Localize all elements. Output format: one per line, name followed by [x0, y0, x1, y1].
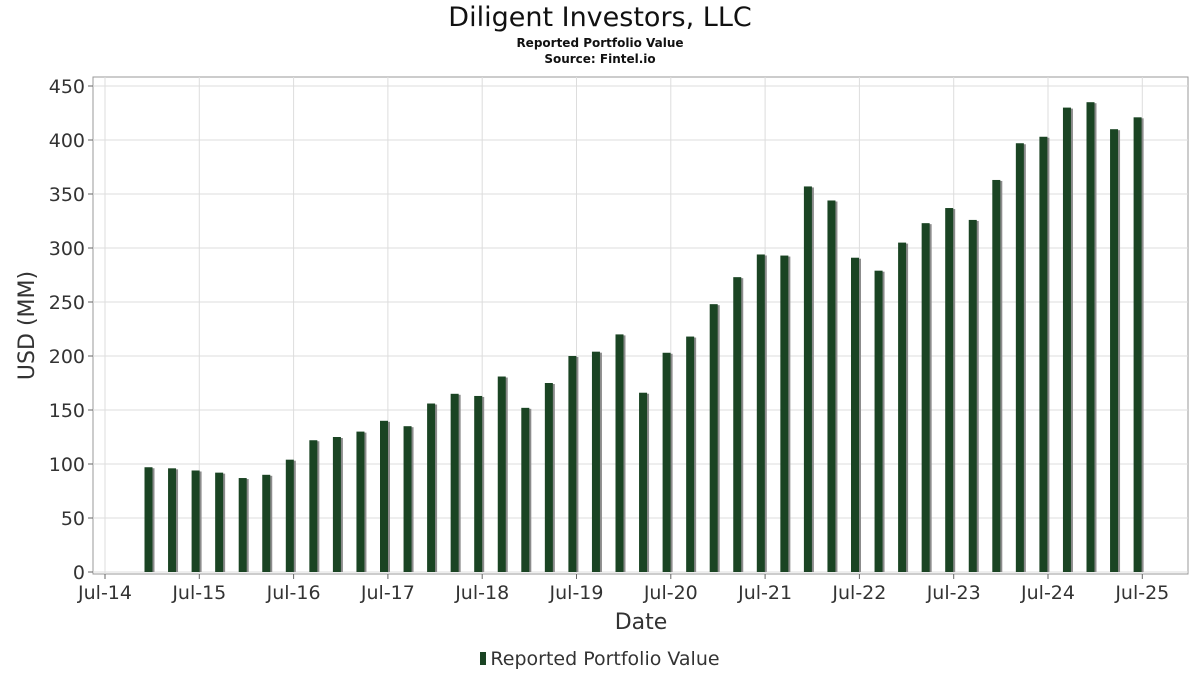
bar	[427, 403, 436, 572]
legend: Reported Portfolio Value	[0, 648, 1200, 670]
bar	[662, 352, 671, 572]
bar	[474, 395, 483, 572]
x-tick-label: Jul-18	[454, 582, 509, 604]
y-tick-label: 50	[61, 508, 85, 530]
chart-subtitle: Reported Portfolio Value	[516, 36, 684, 50]
bar	[780, 255, 789, 572]
bar	[568, 356, 577, 572]
x-tick-label: Jul-21	[737, 582, 792, 604]
y-tick-label: 350	[49, 184, 85, 206]
bar	[921, 223, 930, 572]
bar	[380, 420, 388, 572]
bar	[191, 470, 200, 572]
bar	[356, 431, 365, 572]
bar	[686, 336, 695, 572]
bar	[851, 257, 859, 572]
y-axis-label: USD (MM)	[15, 271, 40, 380]
bar	[450, 393, 459, 572]
x-tick-label: Jul-17	[360, 582, 415, 604]
bar	[615, 334, 624, 572]
x-tick-label: Jul-24	[1020, 582, 1075, 604]
bar	[403, 426, 412, 572]
x-tick-label: Jul-14	[77, 582, 132, 604]
bar	[1133, 117, 1142, 572]
legend-label: Reported Portfolio Value	[490, 648, 720, 670]
bar	[945, 208, 954, 573]
chart-source: Source: Fintel.io	[544, 52, 656, 66]
bar	[215, 472, 224, 572]
x-tick-label: Jul-15	[171, 582, 226, 604]
bar	[262, 474, 271, 572]
y-tick-label: 400	[49, 130, 85, 152]
bar	[521, 407, 530, 572]
y-tick-label: 300	[49, 238, 85, 260]
y-tick-label: 0	[73, 562, 85, 584]
bar	[874, 270, 883, 572]
y-tick-label: 150	[49, 400, 85, 422]
bar	[238, 478, 247, 572]
bar	[1015, 143, 1024, 573]
bar	[827, 200, 836, 573]
x-tick-label: Jul-25	[1114, 582, 1169, 604]
bar	[497, 376, 506, 572]
y-tick-label: 450	[49, 76, 85, 98]
bar	[1039, 136, 1048, 572]
chart-title: Diligent Investors, LLC	[448, 2, 752, 33]
y-tick-label: 200	[49, 346, 85, 368]
bar	[309, 440, 318, 572]
bar	[1086, 102, 1095, 572]
bar	[168, 468, 177, 572]
bar	[803, 186, 812, 572]
bar	[733, 277, 742, 572]
bar	[756, 254, 765, 573]
bar	[1110, 129, 1119, 572]
bar	[144, 467, 153, 572]
x-axis-label: Date	[615, 610, 668, 635]
y-tick-label: 250	[49, 292, 85, 314]
bar	[968, 219, 977, 573]
legend-swatch	[480, 652, 487, 665]
bar	[1062, 107, 1071, 572]
x-tick-label: Jul-20	[643, 582, 698, 604]
x-tick-label: Jul-16	[266, 582, 321, 604]
bar	[898, 242, 907, 572]
y-tick-label: 100	[49, 454, 85, 476]
bar	[591, 351, 600, 572]
x-tick-label: Jul-23	[926, 582, 981, 604]
bar	[285, 459, 294, 572]
bar	[709, 304, 718, 572]
x-tick-label: Jul-19	[549, 582, 604, 604]
bar	[639, 392, 648, 572]
bar	[332, 437, 341, 572]
x-tick-label: Jul-22	[831, 582, 886, 604]
bar	[992, 179, 1001, 572]
bar	[544, 383, 553, 572]
